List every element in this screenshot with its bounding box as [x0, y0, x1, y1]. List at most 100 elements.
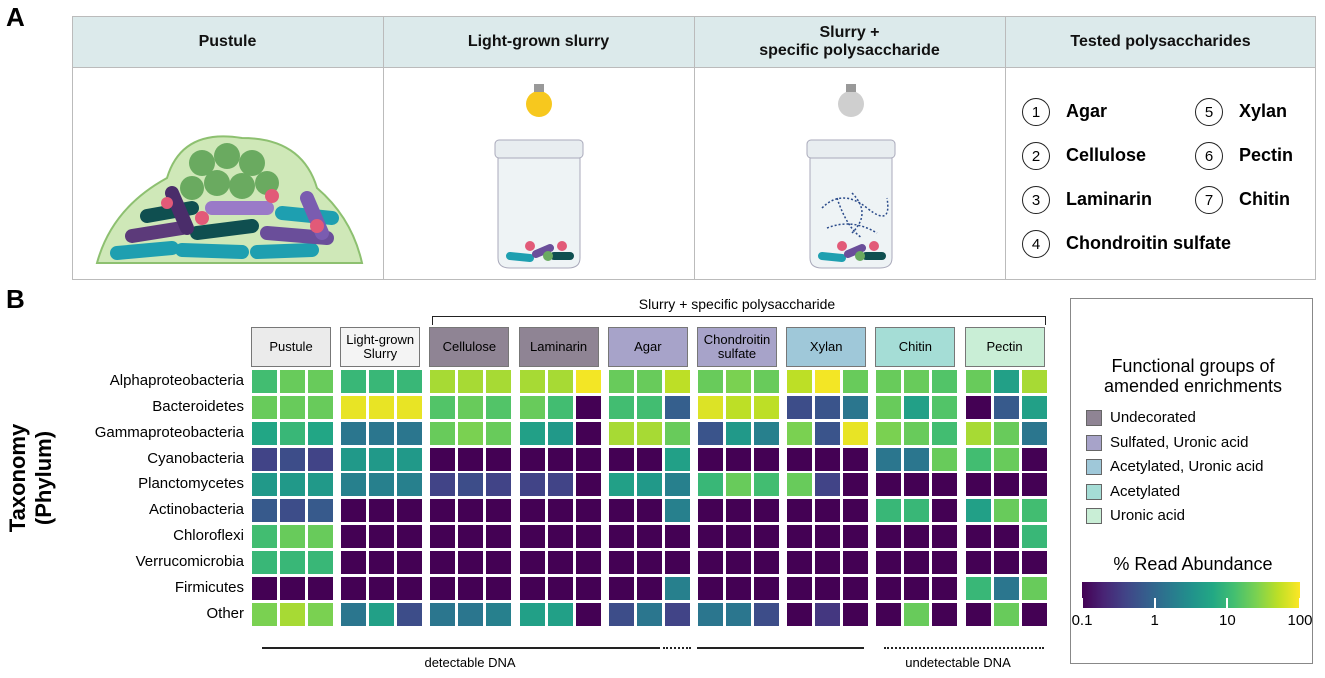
- heatmap-cell: [575, 447, 601, 471]
- heatmap-cell: [252, 499, 277, 523]
- heatmap-cell: [815, 602, 841, 626]
- heatmap-cell: [519, 602, 545, 626]
- heatmap-cell: [486, 525, 512, 549]
- row-label: Cyanobacteria: [147, 449, 244, 467]
- heatmap-cell: [458, 370, 484, 393]
- heatmap-cell: [519, 421, 545, 445]
- jar-polysaccharide: [806, 84, 896, 269]
- heatmap-cell: [787, 576, 813, 600]
- heatmap-cell: [787, 525, 813, 549]
- heatmap-cell: [252, 421, 277, 445]
- heatmap-cell: [280, 421, 305, 445]
- heatmap-cell: [486, 499, 512, 523]
- bracket: [432, 316, 1046, 325]
- heatmap-cell: [430, 576, 456, 600]
- heatmap-cell: [458, 576, 484, 600]
- heatmap-cell: [932, 576, 958, 600]
- heatmap-cell: [787, 499, 813, 523]
- group-header: Laminarin: [518, 327, 599, 367]
- heatmap-cell: [547, 576, 573, 600]
- heatmap-cell: [904, 395, 930, 419]
- colorbar-tick: [1226, 598, 1229, 608]
- heatmap-cell: [726, 602, 751, 626]
- heatmap-cell: [397, 473, 423, 497]
- heatmap-cell: [430, 602, 456, 626]
- legend-swatch: [1086, 508, 1102, 524]
- heatmap-cell: [698, 550, 723, 574]
- heatmap-cell: [397, 525, 423, 549]
- heatmap-cell: [698, 370, 723, 393]
- heatmap-cell: [252, 550, 277, 574]
- colorbar-tick-label: 1: [1150, 612, 1159, 629]
- heatmap-cell: [876, 370, 902, 393]
- row-label: Firmicutes: [174, 578, 244, 596]
- heatmap-cell: [341, 421, 367, 445]
- number-badge: 4: [1022, 230, 1050, 258]
- heatmap-cell: [965, 473, 991, 497]
- heatmap-cell: [664, 421, 690, 445]
- heatmap-cell: [608, 395, 634, 419]
- heatmap-cell: [369, 525, 395, 549]
- number-badge: 5: [1195, 98, 1223, 126]
- heatmap-cell: [636, 499, 662, 523]
- heatmap-cell: [575, 525, 601, 549]
- heatmap-cell: [698, 421, 723, 445]
- footnote-line: [663, 647, 691, 649]
- heatmap-cell: [965, 499, 991, 523]
- heatmap-cell: [458, 525, 484, 549]
- heatmap-cell: [341, 447, 367, 471]
- legend-label: Uronic acid: [1110, 507, 1186, 524]
- legend-title: Functional groups of amended enrichments: [1103, 356, 1283, 396]
- row-label: Actinobacteria: [148, 501, 244, 519]
- heatmap-cell: [843, 525, 869, 549]
- heatmap-cell: [932, 421, 958, 445]
- heatmap-cell: [1021, 602, 1047, 626]
- heatmap-cell: [754, 447, 779, 471]
- group-header: Xylan: [786, 327, 867, 367]
- heatmap-cell: [664, 473, 690, 497]
- heatmap-cell: [308, 395, 333, 419]
- heatmap-cell: [932, 473, 958, 497]
- heatmap-cell: [876, 447, 902, 471]
- group-header: Chitin: [875, 327, 956, 367]
- heatmap-cell: [698, 499, 723, 523]
- table-header: Tested polysaccharides: [1070, 32, 1251, 50]
- heatmap-cell: [876, 499, 902, 523]
- number-badge: 6: [1195, 142, 1223, 170]
- heatmap-cell: [932, 550, 958, 574]
- group-header: Light-grown Slurry: [340, 327, 421, 367]
- row-label: Verrucomicrobia: [135, 552, 244, 570]
- heatmap-cell: [575, 576, 601, 600]
- heatmap-cell: [754, 395, 779, 419]
- polysaccharide-name: Cellulose: [1066, 145, 1147, 165]
- heatmap-cell: [341, 550, 367, 574]
- heatmap-cell: [636, 525, 662, 549]
- heatmap-cell: [608, 499, 634, 523]
- heatmap-cell: [575, 550, 601, 574]
- heatmap-cell: [726, 421, 751, 445]
- heatmap-cell: [430, 370, 456, 393]
- heatmap-cell: [754, 576, 779, 600]
- col-divider: [1005, 16, 1006, 280]
- heatmap-cell: [726, 395, 751, 419]
- heatmap-cell: [664, 395, 690, 419]
- heatmap-cell: [369, 576, 395, 600]
- heatmap-cell: [608, 602, 634, 626]
- heatmap-cell: [904, 370, 930, 393]
- legend-swatch: [1086, 483, 1102, 500]
- heatmap-cell: [726, 499, 751, 523]
- heatmap-cell: [397, 370, 423, 393]
- heatmap-cell: [369, 447, 395, 471]
- heatmap-cell: [608, 473, 634, 497]
- heatmap-cell: [636, 550, 662, 574]
- colorbar-title: % Read Abundance: [1113, 554, 1273, 574]
- heatmap-cell: [280, 370, 305, 393]
- heatmap-cell: [608, 576, 634, 600]
- bracket-label: Slurry + specific polysaccharide: [638, 296, 836, 312]
- heatmap-cell: [993, 550, 1019, 574]
- heatmap-cell: [815, 395, 841, 419]
- group-header: Cellulose: [429, 327, 510, 367]
- heatmap-cell: [547, 499, 573, 523]
- heatmap-cell: [843, 395, 869, 419]
